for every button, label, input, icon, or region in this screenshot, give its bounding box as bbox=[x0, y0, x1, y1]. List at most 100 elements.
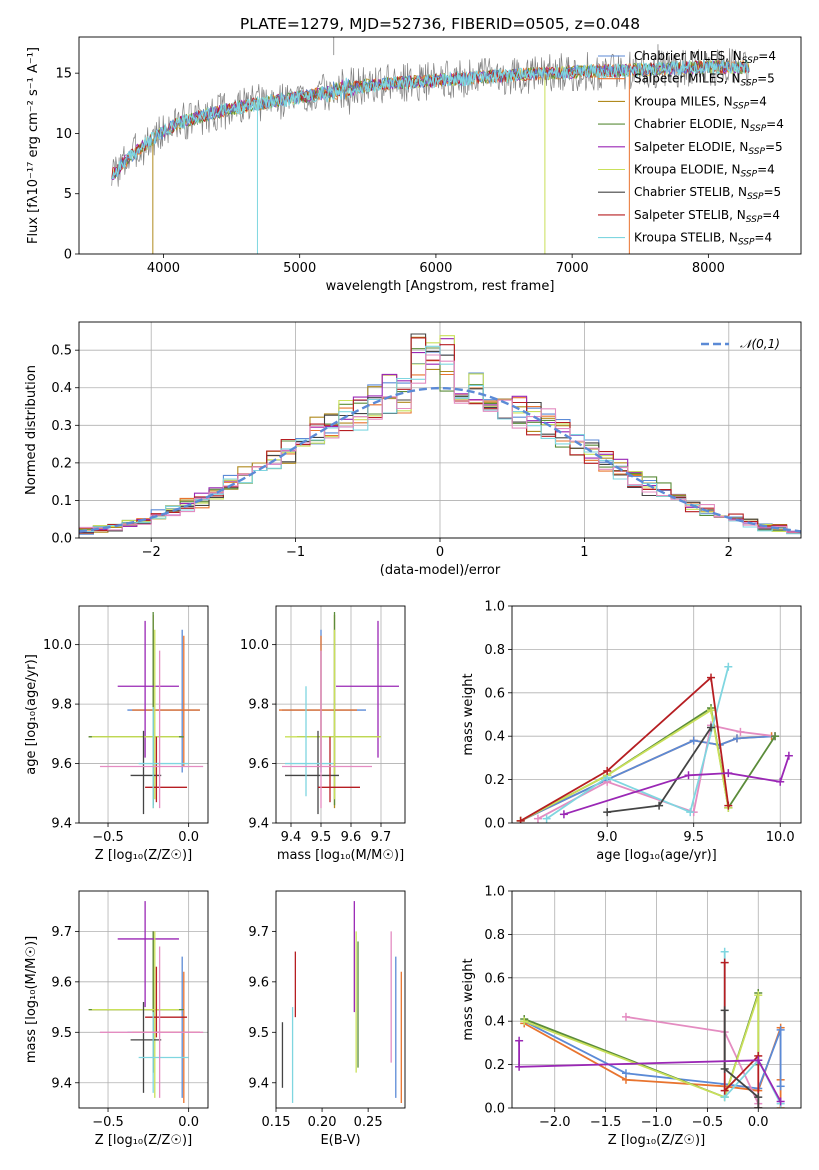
y-tick-label: 9.8 bbox=[248, 698, 269, 713]
x-axis-label: age [log₁₀(age/yr)] bbox=[596, 848, 717, 863]
plot-area bbox=[88, 901, 204, 1103]
legend-subscript: SSP bbox=[746, 215, 763, 225]
legend-text: Salpeter MILES, N bbox=[634, 72, 741, 86]
plot-area bbox=[281, 901, 402, 1103]
legend-subscript: SSP bbox=[738, 238, 755, 248]
legend-value: =4 bbox=[757, 163, 775, 177]
x-tick-label: 4000 bbox=[147, 261, 180, 276]
y-tick-label: 0.0 bbox=[484, 1102, 505, 1117]
plot-area bbox=[79, 333, 801, 535]
y-tick-label: 9.4 bbox=[51, 1076, 72, 1091]
x-axis-label: Z [log₁₀(Z/Z☉)] bbox=[95, 1133, 192, 1148]
y-axis-label: age [log₁₀(age/yr)] bbox=[24, 654, 39, 775]
y-axis-label: Flux [fλ10⁻¹⁷ erg cm⁻² s⁻¹ A⁻¹] bbox=[26, 47, 41, 244]
legend-text: Kroupa ELODIE, N bbox=[634, 163, 741, 177]
legend-subscript: SSP bbox=[748, 147, 765, 157]
y-tick-label: 9.4 bbox=[248, 817, 269, 832]
y-tick-label: 0.5 bbox=[51, 344, 72, 359]
x-tick-label: 0.0 bbox=[748, 1115, 769, 1130]
y-tick-label: 9.6 bbox=[51, 975, 72, 990]
y-tick-label: 0 bbox=[64, 248, 72, 263]
series-line bbox=[537, 724, 776, 820]
legend-value: =4 bbox=[762, 208, 780, 222]
y-tick-label: 10.0 bbox=[240, 638, 269, 653]
legend-text: Salpeter STELIB, N bbox=[634, 208, 746, 222]
legend-label: Kroupa ELODIE, NSSP=4 bbox=[634, 163, 775, 180]
y-tick-label: 9.4 bbox=[248, 1076, 269, 1091]
y-tick-label: 9.4 bbox=[51, 817, 72, 832]
y-tick-label: 0.6 bbox=[484, 971, 505, 986]
x-tick-label: 9.5 bbox=[683, 830, 704, 845]
legend-label: Kroupa STELIB, NSSP=4 bbox=[634, 231, 772, 248]
x-tick-label: 7000 bbox=[556, 261, 589, 276]
y-tick-label: 9.6 bbox=[248, 757, 269, 772]
x-tick-label: 9.4 bbox=[281, 830, 302, 845]
legend-text: Chabrier MILES, N bbox=[634, 49, 742, 63]
y-tick-label: 9.7 bbox=[248, 925, 269, 940]
y-tick-label: 10.0 bbox=[43, 638, 72, 653]
y-axis-label: mass [log₁₀(M/M☉)] bbox=[24, 936, 39, 1063]
x-tick-label: −0.5 bbox=[92, 1115, 124, 1130]
y-tick-label: 9.5 bbox=[248, 1026, 269, 1041]
y-tick-label: 0.4 bbox=[484, 730, 505, 745]
legend-value: =5 bbox=[757, 72, 775, 86]
x-tick-label: 2 bbox=[725, 545, 733, 560]
legend-value: =4 bbox=[758, 49, 776, 63]
x-axis-label: (data-model)/error bbox=[380, 563, 501, 578]
legend-label: Salpeter STELIB, NSSP=4 bbox=[634, 208, 780, 225]
legend-label: Chabrier STELIB, NSSP=5 bbox=[634, 185, 781, 202]
y-tick-label: 0.8 bbox=[484, 928, 505, 943]
legend-label: Chabrier ELODIE, NSSP=4 bbox=[634, 117, 784, 134]
x-tick-label: 0.0 bbox=[178, 1115, 199, 1130]
y-tick-label: 9.6 bbox=[51, 757, 72, 772]
legend-label: Salpeter MILES, NSSP=5 bbox=[634, 72, 775, 89]
y-tick-label: 0.2 bbox=[484, 1058, 505, 1073]
series-line bbox=[520, 709, 730, 822]
legend-subscript: SSP bbox=[747, 192, 764, 202]
series-line bbox=[723, 1010, 760, 1108]
legend-value: =4 bbox=[749, 94, 767, 108]
series-line bbox=[518, 1040, 782, 1102]
legend-label: Kroupa MILES, NSSP=4 bbox=[634, 94, 767, 111]
y-axis-label: mass weight bbox=[461, 673, 476, 755]
x-tick-label: −1.0 bbox=[641, 1115, 673, 1130]
legend-text: Kroupa MILES, N bbox=[634, 94, 733, 108]
y-tick-label: 1.0 bbox=[484, 885, 505, 900]
chart-title: PLATE=1279, MJD=52736, FIBERID=0505, z=0… bbox=[240, 15, 640, 33]
x-tick-label: 9.0 bbox=[597, 830, 618, 845]
x-tick-label: 5000 bbox=[283, 261, 316, 276]
x-tick-label: −0.5 bbox=[92, 830, 124, 845]
y-tick-label: 0.4 bbox=[484, 1015, 505, 1030]
y-axis-label: Normed distribution bbox=[24, 365, 39, 495]
x-axis-label: E(B-V) bbox=[320, 1133, 360, 1148]
series-line bbox=[523, 994, 760, 1099]
x-tick-label: 10.0 bbox=[766, 830, 795, 845]
plot-area bbox=[516, 662, 793, 823]
y-tick-label: 15 bbox=[55, 67, 72, 82]
x-tick-label: 0 bbox=[436, 545, 444, 560]
x-tick-label: −1.5 bbox=[590, 1115, 622, 1130]
x-tick-label: 9.5 bbox=[311, 830, 332, 845]
plot-area bbox=[279, 611, 399, 815]
legend-value: =5 bbox=[764, 185, 782, 199]
x-axis-label: Z [log₁₀(Z/Z☉)] bbox=[608, 1133, 705, 1148]
legend-value: =5 bbox=[765, 140, 783, 154]
legend-subscript: SSP bbox=[750, 124, 767, 134]
y-tick-label: 0.4 bbox=[51, 381, 72, 396]
y-tick-label: 0.0 bbox=[51, 532, 72, 547]
y-tick-label: 0.1 bbox=[51, 494, 72, 509]
y-tick-label: 9.6 bbox=[248, 975, 269, 990]
y-tick-label: 9.5 bbox=[51, 1026, 72, 1041]
y-tick-label: 0.2 bbox=[484, 773, 505, 788]
y-tick-label: 1.0 bbox=[484, 600, 505, 615]
axes-frame bbox=[78, 321, 802, 539]
x-tick-label: 8000 bbox=[692, 261, 725, 276]
x-tick-label: 1 bbox=[580, 545, 588, 560]
y-tick-label: 5 bbox=[64, 187, 72, 202]
legend-label: Salpeter ELODIE, NSSP=5 bbox=[634, 140, 783, 157]
x-tick-label: 0.20 bbox=[308, 1115, 337, 1130]
x-axis-label: mass [log₁₀(M/M☉)] bbox=[277, 848, 404, 863]
axes-frame bbox=[511, 605, 802, 824]
plot-area bbox=[88, 611, 204, 815]
